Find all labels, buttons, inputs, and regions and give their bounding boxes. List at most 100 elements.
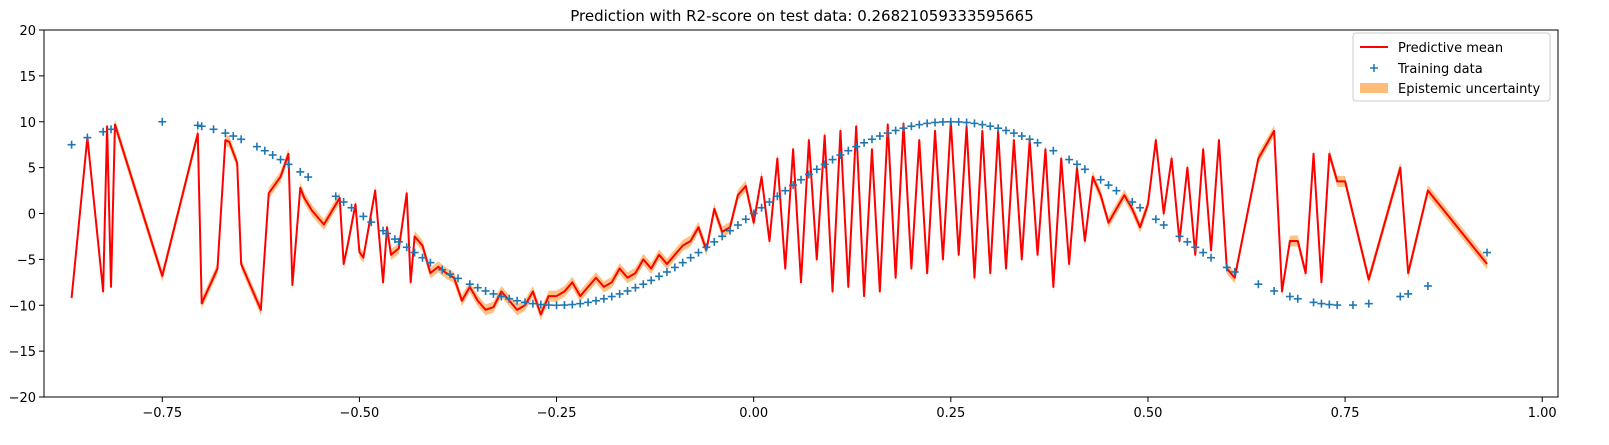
training-data-point [193, 121, 202, 130]
training-data-point [489, 289, 498, 298]
training-data-point [568, 300, 577, 309]
training-data-point [304, 173, 313, 182]
training-data-point [1017, 132, 1026, 141]
training-data-point [726, 226, 735, 235]
training-data-point [1151, 215, 1160, 224]
training-data-point [1207, 253, 1216, 262]
training-data-point [757, 203, 766, 212]
training-data-point [1293, 294, 1302, 303]
x-tick-label: −0.50 [339, 406, 379, 421]
training-data-point [812, 165, 821, 174]
axes-frame [43, 29, 1559, 398]
x-tick-label: 1.00 [1528, 406, 1557, 421]
training-data-point [347, 203, 356, 212]
training-data-point [1033, 138, 1042, 147]
training-data-point [1128, 198, 1137, 207]
training-data-point [221, 129, 230, 138]
legend-swatch-training-data [1370, 64, 1378, 72]
training-data-point [970, 119, 979, 128]
training-data-point [521, 298, 530, 307]
training-data-point [513, 296, 522, 305]
training-data-point [209, 125, 218, 134]
training-data-point [497, 292, 506, 301]
training-data-point [446, 270, 455, 279]
training-data-point [260, 146, 269, 155]
legend-swatch-epistemic-uncertainty [1360, 83, 1388, 93]
training-data-point [418, 253, 427, 262]
training-data-point [907, 122, 916, 131]
training-data-point [773, 192, 782, 201]
training-data-point [465, 280, 474, 289]
training-data-point [749, 209, 758, 218]
training-data-point [804, 170, 813, 179]
training-data-point [781, 186, 790, 195]
training-data-point [367, 218, 376, 227]
legend-label-training-data: Training data [1397, 62, 1483, 77]
training-data-point [402, 243, 411, 252]
training-data-point [438, 265, 447, 274]
y-tick-label: 0 [28, 208, 36, 223]
training-data-point [1325, 300, 1334, 309]
training-data-point [994, 124, 1003, 133]
training-data-point [1096, 175, 1105, 184]
training-data-point [623, 286, 632, 295]
training-data-point [544, 301, 553, 310]
x-tick-label: 0.00 [739, 406, 768, 421]
training-data-point [765, 198, 774, 207]
training-data-point [453, 274, 462, 283]
training-data-point [1183, 237, 1192, 246]
training-data-point [710, 237, 719, 246]
training-data-point [1364, 299, 1373, 308]
training-data-point [99, 127, 108, 136]
training-data-point [1285, 292, 1294, 301]
x-tick-label: −0.75 [142, 406, 182, 421]
training-data-point [844, 146, 853, 155]
y-tick-label: −5 [17, 253, 36, 268]
training-data-point [1049, 146, 1058, 155]
training-data-point [83, 133, 92, 142]
plot-area [67, 116, 1492, 320]
training-data-point [268, 151, 277, 160]
training-data-point [986, 122, 995, 131]
training-data-point [915, 120, 924, 129]
training-data-point [1112, 186, 1121, 195]
training-data-point [1348, 301, 1357, 310]
training-data-point [284, 160, 293, 169]
training-data-point [978, 120, 987, 129]
x-tick-label: 0.50 [1133, 406, 1162, 421]
training-data-point [237, 135, 246, 144]
training-data-point [899, 124, 908, 133]
training-data-point [607, 292, 616, 301]
training-data-point [473, 283, 482, 292]
training-data-point [67, 140, 76, 149]
predictive-mean-line [70, 120, 1488, 316]
training-data-point [1065, 155, 1074, 164]
training-data-point [938, 117, 947, 126]
training-data-point [647, 276, 656, 285]
training-data-point [394, 237, 403, 246]
training-data-point [954, 117, 963, 126]
training-data-point [576, 299, 585, 308]
legend: Predictive mean Training data Epistemic … [1352, 32, 1551, 102]
training-data-point [1423, 281, 1432, 290]
y-tick-label: −15 [9, 345, 36, 360]
training-data-point [1317, 299, 1326, 308]
training-data-point [1199, 248, 1208, 257]
training-data-point [383, 229, 392, 238]
training-data-point [359, 212, 368, 221]
y-tick-label: 20 [19, 24, 36, 39]
training-data-point [158, 117, 167, 126]
training-data-point [1072, 160, 1081, 169]
training-data-point [670, 263, 679, 272]
legend-frame [1352, 32, 1551, 102]
training-data-point [1104, 181, 1113, 190]
training-data-point [828, 155, 837, 164]
y-tick-label: 15 [19, 70, 36, 85]
training-data-point [741, 215, 750, 224]
training-data-point [860, 138, 869, 147]
training-data-point [276, 155, 285, 164]
training-data-point [962, 118, 971, 127]
training-data-point [702, 243, 711, 252]
training-data-point [1025, 135, 1034, 144]
